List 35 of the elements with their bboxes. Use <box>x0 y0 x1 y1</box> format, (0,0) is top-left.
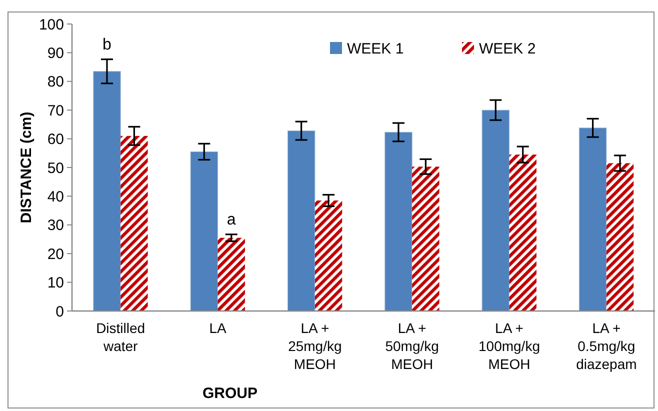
y-tick-label: 50 <box>47 160 64 177</box>
y-tick-label: 40 <box>47 188 64 206</box>
x-tick-label: LA + 100mg/kg MEOH <box>478 320 540 372</box>
x-tick-label: LA <box>209 320 227 336</box>
bar <box>218 238 245 311</box>
y-axis-title: DISTANCE (cm) <box>18 112 35 224</box>
bar <box>93 71 121 312</box>
bar <box>509 154 536 311</box>
bar <box>412 166 440 311</box>
bar <box>606 163 634 311</box>
y-tick-label: 100 <box>38 16 64 34</box>
bar <box>482 110 510 312</box>
annotation: b <box>102 36 112 54</box>
x-tick-label: Distilled water <box>96 320 146 354</box>
y-tick-label: 10 <box>47 274 64 292</box>
y-tick-label: 30 <box>47 217 64 234</box>
x-tick-label: LA + 0.5mg/kg diazepam <box>576 320 637 372</box>
y-tick-label: 20 <box>47 246 64 263</box>
legend-label: WEEK 2 <box>479 40 536 58</box>
y-tick-label: 70 <box>47 102 64 120</box>
legend-label: WEEK 1 <box>347 40 404 58</box>
x-tick-label: LA + 50mg/kg MEOH <box>385 320 439 372</box>
annotation: a <box>226 211 236 228</box>
bar <box>120 136 148 311</box>
y-tick-label: 0 <box>56 303 64 320</box>
y-tick-label: 80 <box>47 74 64 91</box>
y-tick-label: 90 <box>47 44 64 62</box>
bar <box>287 130 316 312</box>
bar <box>190 151 218 312</box>
bar <box>314 200 342 311</box>
y-tick-label: 60 <box>47 131 64 148</box>
bar <box>384 132 412 312</box>
x-axis-title: GROUP <box>202 385 258 402</box>
x-tick-label: LA + 25mg/kg MEOH <box>288 320 342 372</box>
bar <box>578 128 607 312</box>
